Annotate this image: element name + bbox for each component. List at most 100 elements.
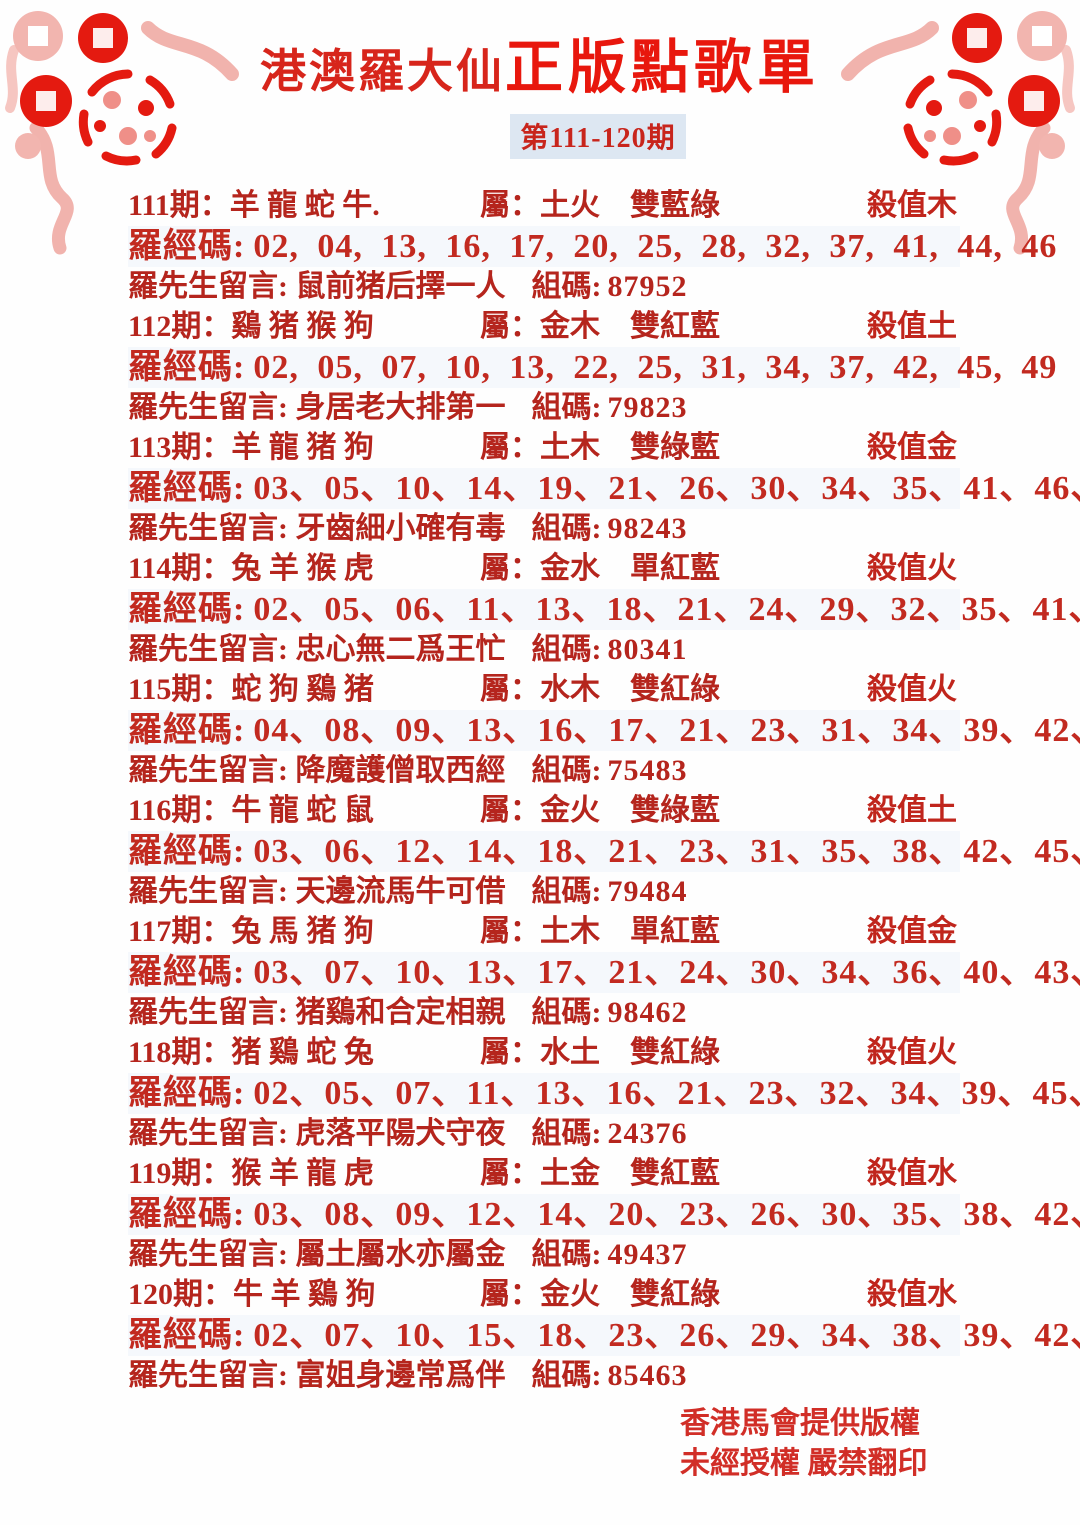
- belongs-label: 屬：: [480, 673, 540, 706]
- compass-codes: 03、05、10、14、19、21、26、30、34、35、41、46、48: [253, 470, 1080, 507]
- element-cell: 屬：土火: [480, 186, 630, 226]
- element-cell: 屬：金木: [480, 307, 630, 347]
- compass-codes: 02, 05, 07, 10, 13, 22, 25, 31, 34, 37, …: [253, 349, 1058, 386]
- compass-codes-row: 羅經碼: 03、07、10、13、17、21、24、30、34、36、40、43、…: [128, 952, 1080, 993]
- group-code: 85463: [607, 1359, 688, 1392]
- colors-value: 雙紅綠: [630, 673, 720, 706]
- period-number: 111期: [128, 189, 200, 222]
- corner-ornament-left: [5, 11, 239, 255]
- issue-range-badge: 第111-120期: [510, 114, 686, 159]
- compass-codes: 04、08、09、13、16、17、21、23、31、34、39、42、45: [253, 712, 1080, 749]
- ribbon-icon: [841, 21, 1075, 255]
- message-text: 鼠前猪后擇一人: [295, 270, 506, 303]
- group-code: 49437: [607, 1238, 688, 1271]
- group-label: 組碼:: [531, 391, 602, 424]
- period-and-animals: 112期：鷄 猪 猴 狗: [128, 307, 480, 347]
- period-block: 113期：羊 龍 猪 狗 屬：土木 雙綠藍 殺值金 羅經碼: 03、05、10、1…: [128, 428, 1080, 549]
- colors-value: 雙綠藍: [630, 431, 720, 464]
- group-label: 組碼:: [531, 875, 602, 908]
- footer: 香港馬會提供版權 未經授權 嚴禁翻印: [680, 1404, 928, 1484]
- colors-value: 雙紅藍: [630, 1157, 720, 1190]
- zodiac-animals: 牛 龍 蛇 鼠: [231, 794, 374, 827]
- colors-value: 雙紅藍: [630, 310, 720, 343]
- knot-icon: [903, 69, 1002, 166]
- group-code: 80341: [607, 633, 688, 666]
- period-and-animals: 115期：蛇 狗 鷄 猪: [128, 670, 480, 710]
- compass-codes-row: 羅經碼: 02, 05, 07, 10, 13, 22, 25, 31, 34, …: [128, 347, 1056, 388]
- period-and-animals: 111期：羊 龍 蛇 牛.: [128, 186, 480, 226]
- corner-ornament-right: [841, 11, 1075, 255]
- period-head-row: 111期：羊 龍 蛇 牛. 屬：土火 雙藍綠 殺值木: [128, 186, 960, 226]
- compass-codes-row: 羅經碼: 03、08、09、12、14、20、23、26、30、35、38、42、…: [128, 1194, 1080, 1235]
- compass-codes-row: 羅經碼: 03、05、10、14、19、21、26、30、34、35、41、46、…: [128, 468, 1080, 509]
- message-row: 羅先生留言: 牙齒細小確有毒 組碼: 98243: [128, 509, 960, 549]
- compass-label: 羅經碼:: [128, 591, 246, 628]
- zodiac-animals: 牛 羊 鷄 狗: [233, 1278, 376, 1311]
- period-number: 118期: [128, 1036, 202, 1069]
- element-cell: 屬：金火: [480, 791, 630, 831]
- group-code: 75483: [607, 754, 688, 787]
- group-code: 98462: [607, 996, 688, 1029]
- zodiac-animals: 猪 鷄 蛇 兔: [231, 1036, 374, 1069]
- belongs-label: 屬：: [480, 915, 540, 948]
- message-label: 羅先生留言:: [128, 512, 288, 545]
- element-cell: 屬：土木: [480, 912, 630, 952]
- elements-value: 土金: [540, 1157, 600, 1190]
- copyright-line1: 香港馬會提供版權: [680, 1407, 920, 1440]
- message-row: 羅先生留言: 虎落平陽犬守夜 組碼: 24376: [128, 1114, 960, 1154]
- message-text: 忠心無二爲王忙: [295, 633, 506, 666]
- belongs-label: 屬：: [480, 189, 540, 222]
- compass-label: 羅經碼:: [128, 833, 246, 870]
- period-number: 115期: [128, 673, 202, 706]
- message-label: 羅先生留言:: [128, 1117, 288, 1150]
- period-block: 117期：兔 馬 猪 狗 屬：土木 單紅藍 殺值金 羅經碼: 03、07、10、1…: [128, 912, 1080, 1033]
- coin-icon: [952, 11, 1067, 159]
- period-block: 111期：羊 龍 蛇 牛. 屬：土火 雙藍綠 殺值木 羅經碼: 02, 04, 1…: [128, 186, 1056, 307]
- belongs-label: 屬：: [480, 794, 540, 827]
- periods-list: 111期：羊 龍 蛇 牛. 屬：土火 雙藍綠 殺值木 羅經碼: 02, 04, 1…: [128, 186, 1080, 1396]
- period-and-animals: 118期：猪 鷄 蛇 兔: [128, 1033, 480, 1073]
- compass-codes-row: 羅經碼: 02、07、10、15、18、23、26、29、34、38、39、42、…: [128, 1315, 1080, 1356]
- period-and-animals: 117期：兔 馬 猪 狗: [128, 912, 480, 952]
- colors-value: 雙紅綠: [630, 1036, 720, 1069]
- message-text: 虎落平陽犬守夜: [295, 1117, 506, 1150]
- period-head-row: 112期：鷄 猪 猴 狗 屬：金木 雙紅藍 殺值土: [128, 307, 960, 347]
- coin-icon: [13, 11, 128, 159]
- zodiac-animals: 兔 馬 猪 狗: [231, 915, 374, 948]
- colon: ：: [199, 189, 230, 222]
- elements-value: 金水: [540, 552, 600, 585]
- group-label: 組碼:: [531, 996, 602, 1029]
- compass-label: 羅經碼:: [128, 228, 246, 265]
- kill-value: 殺值火: [867, 552, 957, 585]
- colon: ：: [201, 552, 232, 585]
- period-and-animals: 113期：羊 龍 猪 狗: [128, 428, 480, 468]
- zodiac-animals: 兔 羊 猴 虎: [231, 552, 374, 585]
- elements-value: 金火: [540, 794, 600, 827]
- elements-value: 水木: [540, 673, 600, 706]
- compass-codes: 02、07、10、15、18、23、26、29、34、38、39、42、47: [253, 1317, 1080, 1354]
- message-text: 天邊流馬牛可借: [295, 875, 506, 908]
- period-head-row: 116期：牛 龍 蛇 鼠 屬：金火 雙綠藍 殺值土: [128, 791, 960, 831]
- ribbon-icon: [5, 21, 239, 255]
- colon: ：: [201, 431, 232, 464]
- group-label: 組碼:: [531, 754, 602, 787]
- message-text: 降魔護僧取西經: [295, 754, 506, 787]
- colors-value: 單紅藍: [630, 552, 720, 585]
- message-row: 羅先生留言: 猪鷄和合定相親 組碼: 98462: [128, 993, 960, 1033]
- elements-value: 金木: [540, 310, 600, 343]
- message-label: 羅先生留言:: [128, 633, 288, 666]
- period-number: 113期: [128, 431, 202, 464]
- zodiac-animals: 羊 龍 猪 狗: [231, 431, 374, 464]
- message-label: 羅先生留言:: [128, 996, 288, 1029]
- elements-value: 金火: [540, 1278, 600, 1311]
- message-label: 羅先生留言:: [128, 270, 288, 303]
- group-code: 79484: [607, 875, 688, 908]
- compass-label: 羅經碼:: [128, 470, 246, 507]
- colon: ：: [201, 673, 232, 706]
- message-row: 羅先生留言: 忠心無二爲王忙 組碼: 80341: [128, 630, 960, 670]
- colon: ：: [201, 1157, 232, 1190]
- group-label: 組碼:: [531, 1117, 602, 1150]
- period-number: 119期: [128, 1157, 202, 1190]
- message-text: 猪鷄和合定相親: [295, 996, 506, 1029]
- period-and-animals: 120期：牛 羊 鷄 狗: [128, 1275, 480, 1315]
